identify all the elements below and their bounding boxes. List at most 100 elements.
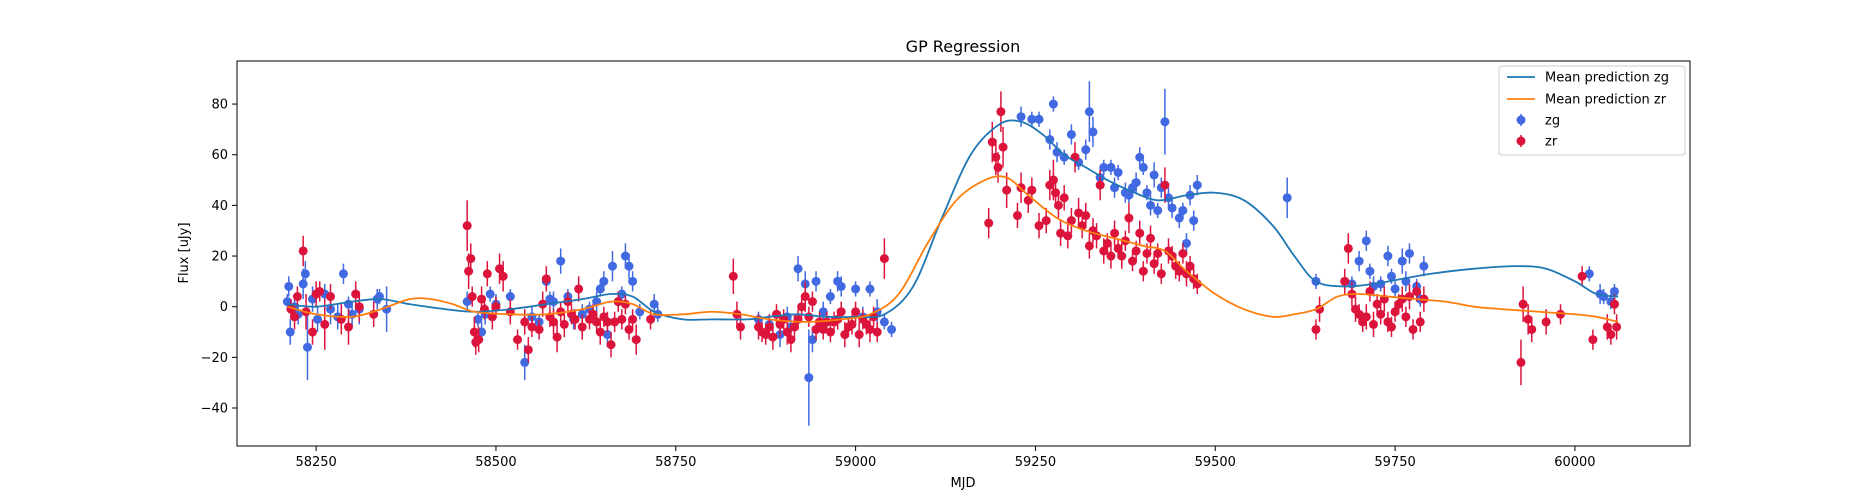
point-zg (1404, 249, 1414, 258)
point-zg (313, 314, 323, 324)
point-zg (1045, 135, 1055, 145)
point-zr (1185, 261, 1195, 271)
point-zr (1149, 259, 1159, 269)
point-zg (556, 256, 566, 266)
point-zg (1383, 251, 1393, 261)
point-zr (1556, 309, 1566, 319)
y-tick-label: 0 (220, 300, 228, 315)
point-zr (354, 302, 364, 312)
point-zr (818, 324, 828, 334)
point-zg (520, 357, 530, 367)
point-zr (351, 289, 361, 299)
y-tick-label: 80 (211, 98, 228, 113)
point-zr (292, 292, 302, 302)
point-zr (1002, 185, 1012, 195)
point-zr (467, 292, 477, 302)
point-zr (1311, 324, 1321, 334)
point-zg (485, 289, 495, 299)
point-zg (473, 314, 483, 324)
point-zr (1131, 246, 1141, 256)
point-zr (646, 314, 656, 324)
point-zr (984, 218, 994, 228)
point-zg (595, 284, 605, 294)
point-zr (290, 312, 300, 322)
point-zr (491, 302, 501, 312)
point-zr (847, 319, 857, 329)
point-zr (527, 322, 537, 332)
point-zr (326, 292, 336, 302)
point-zg (302, 342, 312, 352)
point-zr (1577, 271, 1587, 281)
point-zg (1390, 284, 1400, 294)
point-zr (797, 302, 807, 312)
x-tick-label: 60000 (1554, 455, 1595, 470)
point-zg (887, 324, 897, 334)
point-zr (736, 322, 746, 332)
point-zg (804, 373, 814, 383)
point-zr (1099, 246, 1109, 256)
point-zr (840, 330, 850, 340)
point-zr (996, 107, 1006, 117)
point-zg (1178, 205, 1188, 215)
point-zg (851, 284, 861, 294)
point-zg (300, 269, 310, 279)
point-zr (1102, 238, 1112, 248)
point-zr (1408, 324, 1418, 334)
point-zg (1106, 162, 1116, 172)
point-zg (1386, 271, 1396, 281)
point-zr (1146, 233, 1156, 243)
x-tick-label: 59250 (1015, 455, 1056, 470)
point-zg (1174, 213, 1184, 223)
point-zg (1153, 205, 1163, 215)
point-zr (1128, 256, 1138, 266)
point-zr (1117, 251, 1127, 261)
point-zr (577, 322, 587, 332)
point-zr (1113, 243, 1123, 253)
x-tick-label: 58500 (475, 455, 516, 470)
point-zr (541, 274, 551, 284)
point-zr (1034, 221, 1044, 231)
point-zr (1135, 228, 1145, 238)
point-zg (1099, 162, 1109, 172)
point-zr (872, 327, 882, 337)
mean-line-zg (287, 119, 1619, 321)
plot-area (282, 81, 1622, 426)
point-zg (649, 299, 659, 309)
point-zg (1167, 203, 1177, 213)
point-zg (811, 276, 821, 286)
point-zg (1609, 286, 1619, 296)
point-zg (1131, 178, 1141, 188)
x-tick-label: 58250 (295, 455, 336, 470)
point-zg (505, 292, 515, 302)
point-zr (879, 254, 889, 264)
point-zg (1027, 114, 1037, 124)
point-zr (1084, 241, 1094, 251)
point-zr (487, 312, 497, 322)
point-zr (811, 324, 821, 334)
point-zg (865, 284, 875, 294)
point-zr (836, 307, 846, 317)
point-zg (1584, 269, 1594, 279)
point-zr (343, 322, 353, 332)
point-zr (617, 314, 627, 324)
x-tick-label: 59500 (1195, 455, 1236, 470)
point-zr (1415, 317, 1425, 327)
point-zr (1110, 228, 1120, 238)
point-zg (607, 261, 617, 271)
point-zr (1081, 211, 1091, 221)
point-zg (1189, 216, 1199, 226)
point-zg (1113, 167, 1123, 177)
point-zr (552, 332, 562, 342)
point-zr (469, 327, 479, 337)
point-zg (1048, 99, 1058, 109)
point-zr (1059, 193, 1069, 203)
y-tick-label: −40 (201, 402, 228, 417)
point-zr (595, 327, 605, 337)
point-zr (1012, 211, 1022, 221)
point-zg (879, 317, 889, 327)
point-zr (462, 221, 472, 231)
legend-label: zr (1545, 135, 1558, 150)
point-zr (1178, 249, 1188, 258)
point-zr (865, 324, 875, 334)
point-zr (764, 322, 774, 332)
